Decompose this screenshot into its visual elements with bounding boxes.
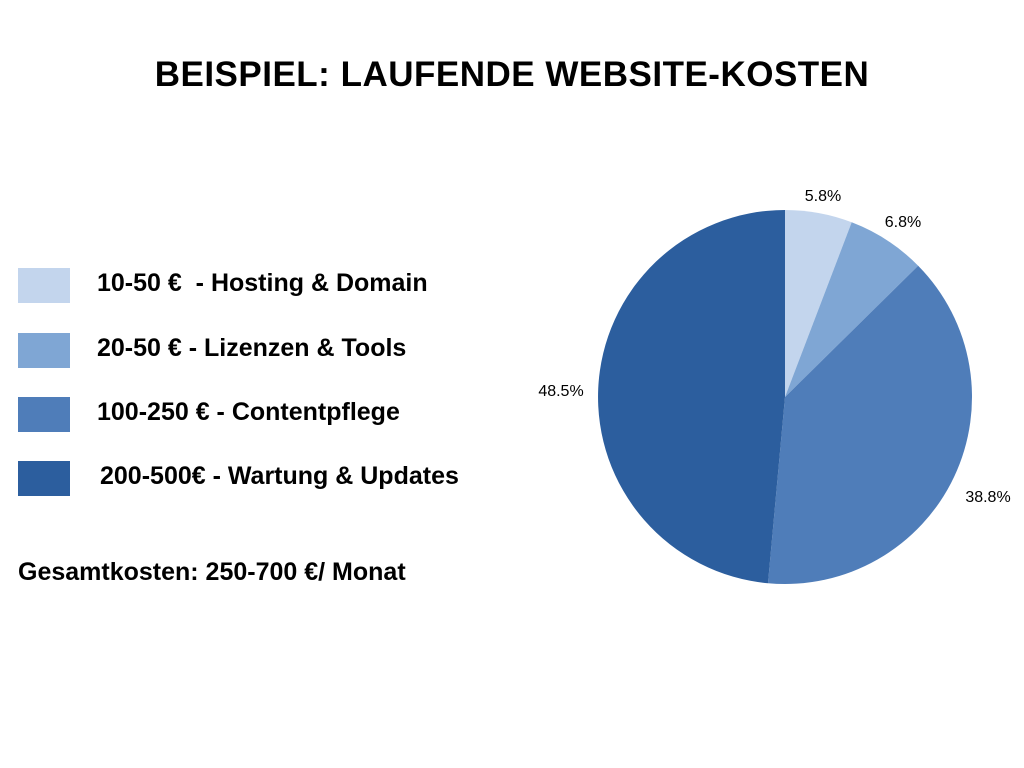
pie-label-wartung-updates: 48.5% [538, 383, 583, 400]
pie-slice-wartung-updates [598, 210, 785, 584]
legend-item-lizenzen-tools: 20-50 € - Lizenzen & Tools [18, 331, 538, 369]
pie-slice-lizenzen-tools [785, 222, 919, 397]
legend-label-contentpflege: 100-250 € - Contentpflege [97, 398, 400, 426]
legend-label-lizenzen-tools: 20-50 € - Lizenzen & Tools [97, 334, 407, 362]
pie-label-hosting-domain: 5.8% [805, 188, 841, 205]
legend-item-contentpflege: 100-250 € - Contentpflege [18, 395, 538, 433]
legend-item-hosting-domain: 10-50 € - Hosting & Domain [18, 266, 538, 304]
legend-swatch-contentpflege [18, 397, 70, 432]
legend-swatch-hosting-domain [18, 268, 70, 303]
legend-label-wartung-updates: 200-500€ - Wartung & Updates [100, 462, 459, 490]
legend-swatch-lizenzen-tools [18, 333, 70, 368]
pie-labels: 5.8% 6.8% 38.8% 48.5% [538, 188, 1010, 506]
pie-slice-contentpflege [767, 265, 972, 584]
pie-slices [598, 209, 972, 584]
total-cost-text: Gesamtkosten: 250-700 €/ Monat [18, 558, 406, 586]
legend-label-hosting-domain: 10-50 € - Hosting & Domain [97, 269, 428, 297]
pie-label-contentpflege: 38.8% [965, 489, 1010, 506]
pie-label-lizenzen-tools: 6.8% [885, 214, 921, 231]
chart-title: BEISPIEL: LAUFENDE WEBSITE-KOSTEN [154, 55, 870, 94]
pie-slice-hosting-domain [785, 209, 852, 397]
legend-item-wartung-updates: 200-500€ - Wartung & Updates [18, 459, 538, 497]
legend-swatch-wartung-updates [18, 461, 70, 496]
